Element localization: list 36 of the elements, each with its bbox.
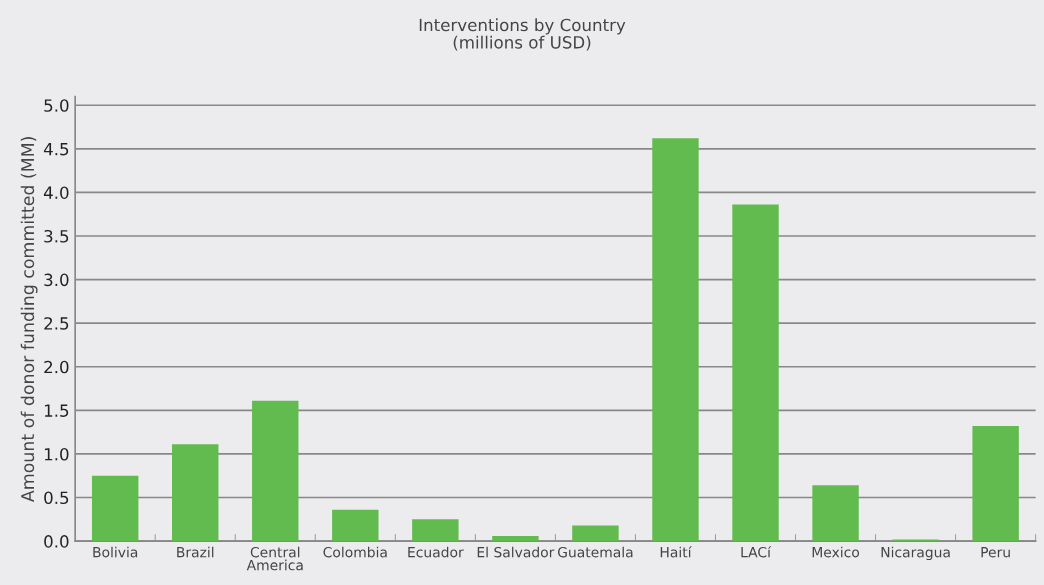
y-tick-label: 1.0 [44,447,69,461]
x-tick-label: Mexico [812,546,860,558]
x-tick-label: Haití [660,546,692,558]
y-tick-label: 3.0 [44,273,69,287]
bar [332,509,379,542]
bar [972,426,1019,542]
y-tick-label: 4.5 [43,143,69,156]
bar [172,444,219,542]
y-tick-label: 4.0 [43,186,69,199]
bar [652,138,699,542]
x-tick-label: Central America [246,546,303,571]
y-axis-title: Amount of donor funding committed (MM) [20,137,38,502]
y-tick-label: 3.5 [44,229,69,243]
x-tick-label: Bolivia [93,546,138,558]
x-tick-label: Brazil [177,546,214,558]
y-tick-label: 2.5 [44,317,69,330]
y-tick-label: 2.0 [44,360,69,374]
bar [492,535,539,542]
x-tick-label: Nicaragua [881,546,950,561]
x-tick-label: El Salvador [477,546,555,558]
y-tick-label: 0.0 [44,535,69,548]
bar [812,485,859,542]
x-tick-label: Colombia [323,546,387,558]
x-tick-label: LACí [741,546,772,558]
bar [732,204,779,542]
bar [572,525,619,542]
y-tick-label: 1.5 [44,404,69,417]
bar [412,519,459,542]
y-tick-label: 0.5 [44,491,69,505]
bar [252,400,299,542]
x-tick-label: Ecuador [408,546,464,558]
bar [91,475,139,542]
x-tick-label: Peru [981,547,1010,558]
x-tick-label: Guatemala [557,546,633,558]
y-tick-label: 5.0 [44,99,69,112]
chart-title: Interventions by Country (millions of USD) [419,18,626,51]
